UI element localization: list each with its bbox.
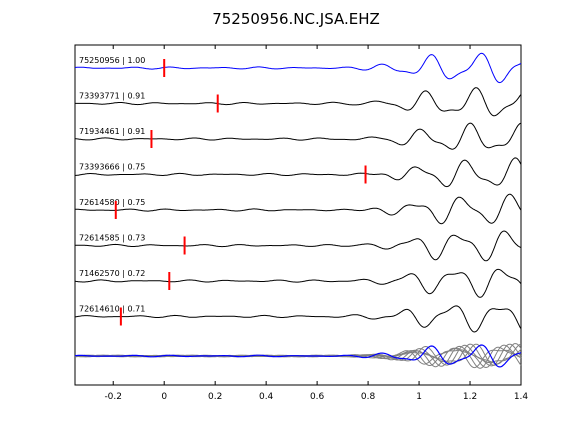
trace-line [75, 87, 522, 117]
x-tick-label: -0.2 [104, 392, 122, 402]
chart-title: 75250956.NC.JSA.EHZ [212, 10, 380, 28]
trace-line [74, 305, 522, 333]
trace-line [74, 268, 522, 298]
x-tick-label: 0.6 [310, 392, 325, 402]
trace-label: 71934461 | 0.91 [79, 127, 145, 136]
stack-line [74, 344, 522, 368]
trace-line [74, 122, 522, 150]
trace-label: 73393771 | 0.91 [79, 92, 145, 101]
x-tick-label: 0 [161, 392, 167, 402]
trace-line [75, 193, 522, 225]
x-axis: -0.2 0 0.2 0.4 0.6 0.8 1 1.2 1.4 [104, 45, 528, 402]
trace-label: 73393666 | 0.75 [79, 163, 145, 172]
trace-label: 72614610 | 0.71 [79, 305, 145, 314]
stacked-overlay [74, 343, 522, 369]
trace-line [74, 52, 522, 84]
trace-label: 75250956 | 1.00 [79, 56, 145, 65]
x-tick-label: 0.2 [208, 392, 222, 402]
trace-label: 72614585 | 0.73 [79, 234, 145, 243]
trace-line [74, 230, 522, 262]
plot-area [74, 44, 522, 386]
x-tick-label: 1 [416, 392, 422, 402]
stack-line [74, 343, 522, 366]
x-tick-label: 1.4 [514, 392, 529, 402]
x-tick-label: 0.4 [259, 392, 274, 402]
waveform-traces: 75250956 | 1.00 73393771 | 0.91 71934461 |… [74, 52, 522, 333]
x-tick-label: 0.8 [361, 392, 376, 402]
trace-label: 72614580 | 0.75 [79, 198, 145, 207]
x-tick-label: 1.2 [463, 392, 477, 402]
trace-line [74, 157, 522, 188]
trace-label: 71462570 | 0.72 [79, 269, 145, 278]
